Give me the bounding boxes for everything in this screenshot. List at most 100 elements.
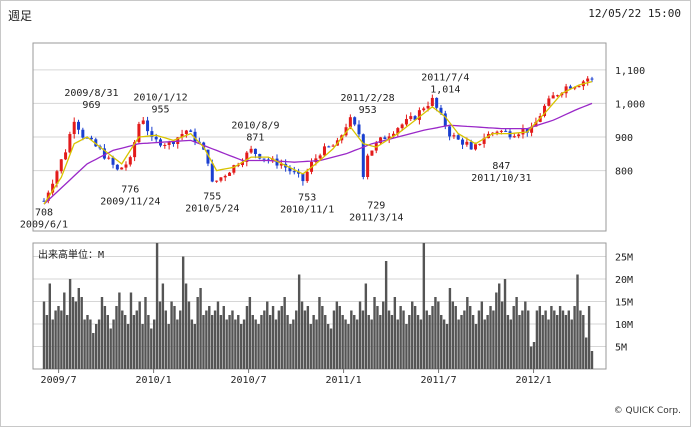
volume-unit-label: 出来高単位：M bbox=[38, 248, 104, 261]
volume-bar bbox=[570, 319, 573, 369]
volume-bar bbox=[376, 306, 379, 369]
candle-body bbox=[249, 148, 253, 153]
candle-body bbox=[72, 121, 76, 135]
candle-body bbox=[64, 152, 68, 160]
candle-body bbox=[439, 107, 443, 114]
volume-bar bbox=[263, 310, 266, 369]
volume-bar bbox=[280, 306, 283, 369]
candle-body bbox=[193, 131, 197, 142]
candle-body bbox=[111, 157, 115, 165]
candle-body bbox=[288, 167, 292, 172]
candle-body bbox=[400, 124, 404, 129]
candle-body bbox=[508, 131, 512, 138]
volume-bar bbox=[509, 319, 513, 369]
volume-bar bbox=[553, 310, 556, 369]
volume-bar bbox=[567, 310, 571, 369]
volume-bar bbox=[242, 319, 246, 369]
volume-bar bbox=[460, 315, 463, 369]
volume-bar bbox=[190, 319, 194, 369]
candle-body bbox=[469, 141, 473, 150]
volume-bar bbox=[341, 315, 344, 369]
volume-bar bbox=[173, 306, 176, 369]
volume-bar bbox=[202, 315, 205, 369]
candle-body bbox=[189, 130, 193, 132]
volume-bar bbox=[361, 310, 365, 369]
volume-bar bbox=[57, 306, 60, 369]
chart-period-title: 週足 bbox=[8, 9, 33, 23]
candle-body bbox=[59, 159, 63, 172]
volume-bar bbox=[176, 319, 179, 369]
annotation-date: 2010/5/24 bbox=[185, 204, 239, 215]
annotation-date: 2011/3/14 bbox=[349, 212, 403, 223]
candle-body bbox=[426, 105, 430, 109]
candle-body bbox=[279, 163, 283, 166]
candle-body bbox=[206, 149, 210, 164]
volume-bar bbox=[347, 324, 350, 369]
candle-body bbox=[525, 129, 529, 133]
volume-bar bbox=[286, 315, 289, 369]
candle-body bbox=[301, 173, 305, 182]
volume-bar bbox=[225, 319, 228, 369]
volume-bar bbox=[42, 301, 46, 369]
volume-bar bbox=[399, 306, 402, 369]
annotation-price: 969 bbox=[82, 100, 100, 111]
candle-body bbox=[564, 86, 568, 94]
volume-bar bbox=[106, 315, 109, 369]
volume-bar bbox=[268, 315, 272, 369]
volume-bar bbox=[344, 319, 347, 369]
candle-body bbox=[42, 200, 46, 202]
volume-bar bbox=[500, 301, 504, 369]
volume-bar bbox=[590, 351, 594, 369]
candle-body bbox=[102, 148, 106, 159]
volume-bar bbox=[193, 324, 196, 369]
volume-bar bbox=[60, 310, 63, 369]
volume-bar bbox=[364, 283, 368, 369]
candle-body bbox=[499, 130, 503, 132]
annotation-price: 753 bbox=[298, 192, 316, 203]
volume-bar bbox=[431, 306, 434, 369]
candle-body bbox=[262, 158, 266, 160]
volume-tick-label: 5M bbox=[615, 343, 627, 354]
volume-bar bbox=[524, 301, 527, 369]
volume-bar bbox=[126, 324, 130, 369]
volume-bar bbox=[167, 324, 170, 369]
volume-bar bbox=[474, 324, 478, 369]
volume-bar bbox=[564, 315, 568, 369]
volume-bar bbox=[411, 301, 414, 369]
candle-body bbox=[228, 172, 232, 176]
candle-body bbox=[430, 97, 434, 106]
volume-tick-label: 20M bbox=[615, 275, 633, 286]
volume-bar bbox=[521, 310, 524, 369]
annotation-date: 2011/2/28 bbox=[341, 93, 395, 104]
volume-bar bbox=[254, 319, 257, 369]
candle-body bbox=[141, 120, 145, 124]
candle-body bbox=[534, 121, 538, 127]
candle-body bbox=[275, 158, 279, 166]
candle-body bbox=[504, 130, 508, 132]
volume-bar bbox=[248, 297, 252, 369]
volume-bar bbox=[422, 243, 426, 369]
volume-bar bbox=[454, 306, 457, 369]
volume-bar bbox=[45, 315, 49, 369]
volume-bar bbox=[416, 315, 420, 369]
candle-body bbox=[370, 150, 374, 156]
candle-body bbox=[555, 95, 559, 97]
volume-bar bbox=[515, 297, 518, 369]
volume-bar bbox=[289, 324, 292, 369]
annotation-date: 2009/11/24 bbox=[100, 197, 160, 208]
volume-bar bbox=[312, 315, 315, 369]
volume-bar bbox=[544, 310, 547, 369]
candle-body bbox=[396, 128, 400, 134]
volume-bar bbox=[387, 310, 391, 369]
volume-bar bbox=[170, 301, 173, 369]
candle-body bbox=[322, 146, 326, 156]
candle-body bbox=[120, 167, 124, 170]
candle-body bbox=[154, 136, 158, 140]
volume-y-axis-labels: 5M 10M 15M 20M 25M bbox=[615, 253, 633, 354]
volume-bar bbox=[353, 315, 356, 369]
candle-body bbox=[305, 171, 309, 182]
volume-bar bbox=[144, 297, 147, 369]
volume-bar bbox=[532, 342, 536, 369]
volume-bar bbox=[257, 324, 260, 369]
